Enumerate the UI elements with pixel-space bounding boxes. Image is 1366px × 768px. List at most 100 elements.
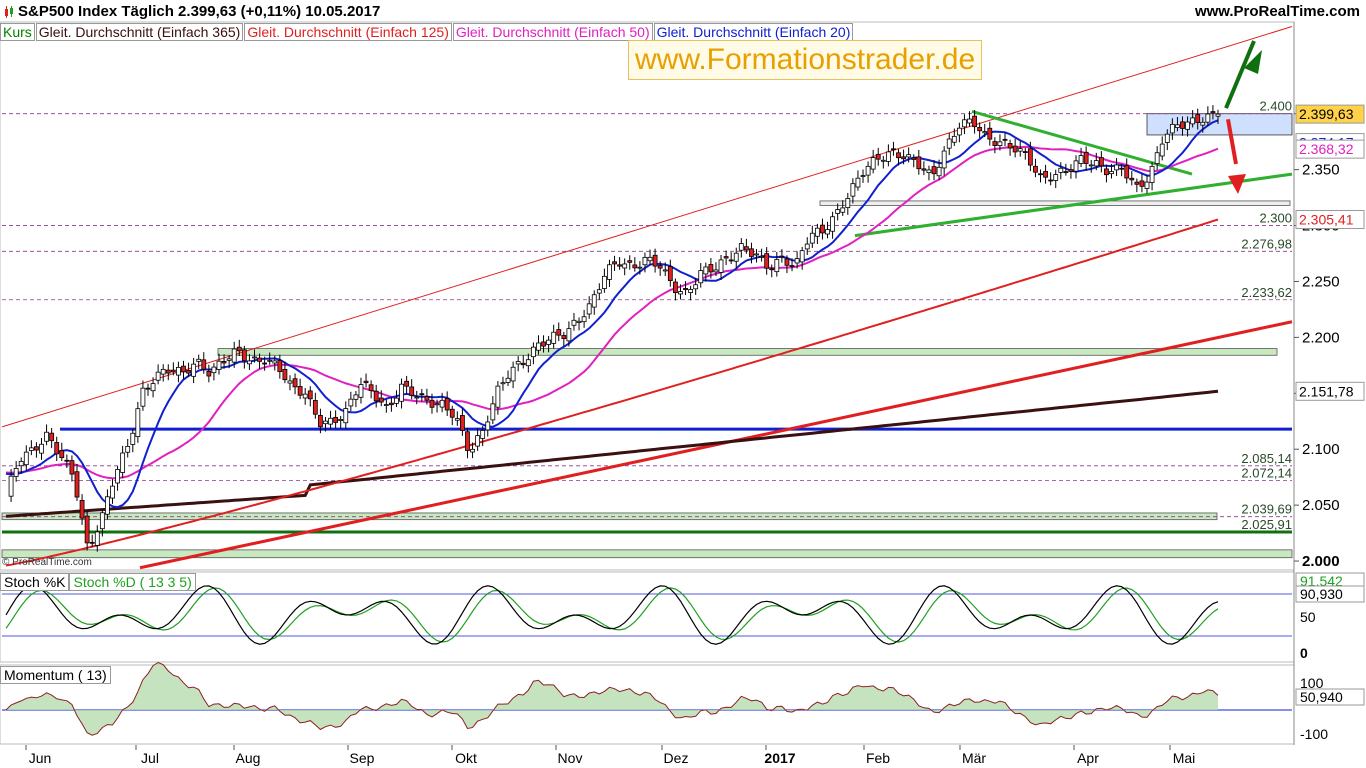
candle-body — [272, 360, 278, 364]
candle-body — [120, 452, 126, 473]
candle-body — [353, 394, 359, 400]
candle-body — [997, 141, 1003, 146]
stoch-k-label[interactable]: Stoch %K — [0, 573, 70, 591]
candle-body — [444, 398, 450, 411]
candle-body — [728, 259, 734, 262]
candle-body — [951, 135, 957, 143]
candle-body — [586, 303, 592, 315]
candle-body — [363, 380, 369, 384]
candle-body — [282, 368, 288, 381]
sma365-line — [5, 389, 1219, 518]
candle-body — [1058, 167, 1064, 173]
candle-body — [962, 119, 967, 128]
candle-body — [79, 499, 85, 519]
candle-body — [607, 264, 612, 280]
legend-sma125[interactable]: Gleit. Durchschnitt (Einfach 125) — [244, 23, 452, 41]
candle-body — [1139, 180, 1145, 187]
y-tick-label: 2.000 — [1302, 553, 1340, 570]
x-tick-label: Feb — [866, 750, 890, 766]
indicator-legend: Kurs Gleit. Durchschnitt (Einfach 365) Gle… — [0, 23, 854, 41]
candle-body — [429, 399, 435, 408]
candle-body — [241, 349, 247, 362]
candle-body — [155, 371, 161, 381]
legend-sma365[interactable]: Gleit. Durchschnitt (Einfach 365) — [35, 23, 244, 41]
candle-body — [419, 393, 425, 396]
candle-body — [449, 408, 455, 418]
candle-body — [44, 431, 49, 442]
candle-body — [1063, 171, 1069, 174]
x-tick-label: Mär — [962, 750, 986, 766]
candle-body — [409, 386, 415, 396]
candle-body — [1007, 143, 1013, 149]
candle-body — [860, 175, 866, 177]
momentum-label[interactable]: Momentum ( 13) — [0, 666, 111, 684]
y-tick-label: 2.050 — [1302, 497, 1340, 514]
upper-channel-line — [1, 25, 1293, 428]
candle-body — [698, 270, 704, 284]
candle-body — [1017, 148, 1023, 152]
support-band-grey — [819, 200, 1291, 206]
legend-sma50[interactable]: Gleit. Durchschnitt (Einfach 50) — [452, 23, 653, 41]
candle-body — [759, 256, 764, 258]
site-link[interactable]: www.ProRealTime.com — [1194, 3, 1360, 20]
x-tick-label: 2017 — [764, 750, 795, 766]
candle-body — [465, 431, 470, 451]
candle-body — [921, 168, 927, 171]
candle-body — [1098, 157, 1104, 167]
candle-body — [627, 260, 633, 263]
x-tick-label: Jul — [141, 750, 159, 766]
candle-body — [1119, 167, 1125, 170]
level-label: 2.039,69 — [1241, 502, 1292, 517]
x-tick-label: Sep — [350, 750, 375, 766]
candle-body — [368, 384, 374, 392]
candle-body — [318, 414, 323, 428]
price-tag-label: 2.305,41 — [1299, 211, 1354, 227]
candle-body — [738, 243, 744, 251]
candle-body — [373, 390, 379, 402]
candle-body — [992, 141, 998, 146]
candle-body — [1169, 123, 1175, 134]
arrow-down-head — [1228, 174, 1246, 194]
candle-body — [307, 390, 313, 400]
candle-body — [825, 229, 830, 235]
candle-body — [1043, 171, 1048, 178]
candle-body — [150, 383, 156, 392]
candle-body — [115, 469, 120, 484]
candle-body — [394, 397, 399, 404]
stoch-tick-box — [1296, 609, 1364, 625]
candle-body — [754, 253, 759, 256]
candle-body — [262, 362, 268, 365]
legend-price[interactable]: Kurs — [0, 23, 35, 41]
candle-body — [1078, 155, 1084, 164]
price-tag-label: 2.151,78 — [1299, 383, 1354, 399]
legend-sma20[interactable]: Gleit. Durchschnitt (Einfach 20) — [653, 23, 854, 41]
candle-body — [672, 281, 678, 294]
candle-body — [601, 275, 607, 289]
candle-body — [211, 366, 217, 374]
candle-body — [1164, 133, 1170, 143]
candle-body — [612, 261, 617, 265]
support-band-bottom — [1, 549, 1293, 559]
candle-body — [186, 370, 191, 374]
candle-body — [622, 263, 628, 269]
momentum-tick-label: -100 — [1300, 726, 1328, 742]
candle-body — [830, 216, 835, 232]
candle-body — [236, 346, 242, 352]
candle-body — [1114, 164, 1119, 171]
candle-body — [774, 259, 780, 273]
candle-body — [399, 383, 404, 402]
candle-body — [18, 460, 24, 467]
y-tick-label: 2.100 — [1302, 441, 1340, 458]
arrow-down-shaft — [1226, 118, 1238, 165]
candle-body — [1068, 169, 1074, 172]
candle-body — [1154, 152, 1160, 164]
candle-body — [74, 471, 80, 498]
candle-body — [596, 289, 602, 294]
candle-body — [1109, 171, 1114, 175]
candle-body — [297, 386, 303, 396]
candle-body — [1093, 160, 1099, 167]
stoch-d-label[interactable]: Stoch %D ( 13 3 5) — [69, 573, 196, 591]
candle-body — [820, 224, 825, 234]
candle-body — [206, 370, 212, 377]
candlestick-logo-icon — [4, 5, 14, 18]
